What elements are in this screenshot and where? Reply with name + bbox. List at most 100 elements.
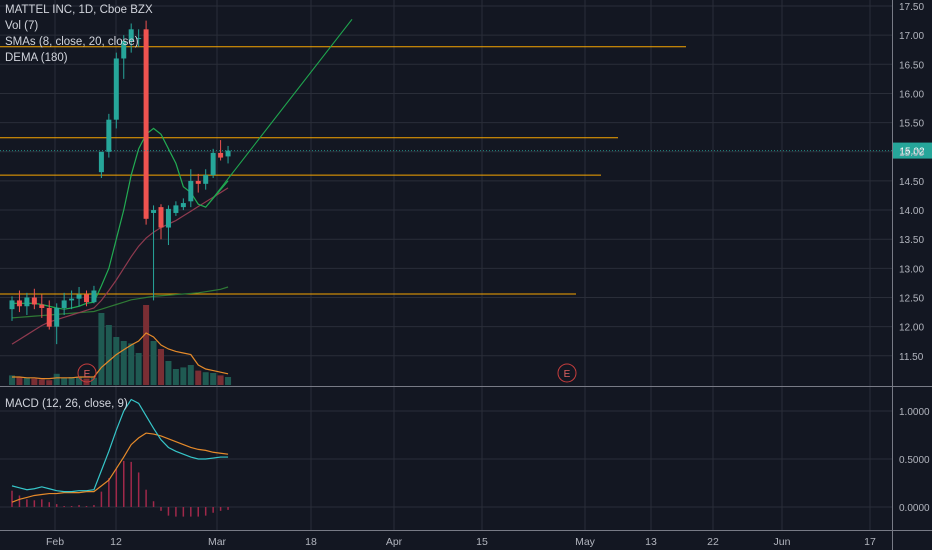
candle-body xyxy=(46,307,52,327)
price-tick-label: 15.50 xyxy=(899,119,924,130)
price-tick-label: 13.00 xyxy=(899,264,924,275)
macd-histogram-bar xyxy=(123,460,125,507)
macd-tick-label: 0.5000 xyxy=(899,455,930,466)
sma-legend: SMAs (8, close, 20, close) xyxy=(5,36,139,48)
volume-bar xyxy=(76,377,83,385)
volume-bar xyxy=(187,365,194,385)
macd-histogram-bar xyxy=(137,472,140,507)
volume-bar xyxy=(172,369,179,385)
time-tick-label: Feb xyxy=(46,536,64,548)
candle-body xyxy=(39,304,45,308)
volume-bar xyxy=(113,337,120,385)
macd-histogram-bar xyxy=(182,507,185,517)
macd-histogram-bar xyxy=(197,507,199,517)
volume-bar xyxy=(53,373,60,385)
macd-histogram-bar xyxy=(145,489,147,507)
candle-body xyxy=(31,297,37,305)
macd-histogram-bar xyxy=(100,491,103,507)
macd-histogram-bar xyxy=(55,504,58,507)
time-tick-label: 22 xyxy=(707,536,719,548)
volume-bar xyxy=(180,367,187,385)
macd-histogram-bar xyxy=(78,505,80,507)
macd-tick-label: 1.0000 xyxy=(899,407,930,418)
candle-body xyxy=(24,297,30,307)
time-tick-label: 17 xyxy=(864,536,876,548)
macd-tick-label: 0.0000 xyxy=(899,503,930,514)
time-tick-label: 12 xyxy=(110,536,122,548)
time-tick-label: Jun xyxy=(774,536,791,548)
volume-bar xyxy=(120,341,127,385)
candle-body xyxy=(180,203,186,208)
volume-bar xyxy=(128,343,135,385)
candle-body xyxy=(218,152,224,158)
macd-histogram-bar xyxy=(115,468,118,507)
candle-body xyxy=(136,38,142,40)
macd-histogram-bar xyxy=(130,461,132,507)
dema-legend: DEMA (180) xyxy=(5,52,68,64)
price-tick-label: 12.50 xyxy=(899,294,924,305)
candle-body xyxy=(54,307,60,327)
candle-body xyxy=(84,294,89,303)
candle-body xyxy=(121,40,127,59)
volume-bar xyxy=(150,341,157,385)
volume-bar xyxy=(31,378,38,385)
earnings-marker-label: E xyxy=(84,369,91,380)
time-tick-label: Apr xyxy=(386,536,403,548)
candle-body xyxy=(143,29,149,219)
macd-histogram-bar xyxy=(108,478,110,507)
volume-bar xyxy=(98,313,105,385)
macd-histogram-bar xyxy=(85,506,88,508)
volume-bar xyxy=(195,370,202,385)
candle-body xyxy=(158,207,164,228)
price-tick-label: 12.00 xyxy=(899,323,924,334)
sma-fast-line xyxy=(12,127,229,310)
macd-title: MACD (12, 26, close, 9) xyxy=(5,398,128,410)
macd-histogram-bar xyxy=(160,507,162,511)
price-tick-label: 14.50 xyxy=(899,177,924,188)
candle-body xyxy=(188,180,194,202)
macd-histogram-bar xyxy=(93,505,95,507)
macd-signal-line xyxy=(11,432,229,503)
macd-histogram-bar xyxy=(11,490,13,507)
macd-histogram-bar xyxy=(63,506,65,508)
volume-bar xyxy=(105,325,112,385)
macd-histogram-bar xyxy=(227,507,229,510)
macd-histogram-bar xyxy=(212,507,214,513)
candle-body xyxy=(106,119,112,152)
time-tick-label: 13 xyxy=(645,536,657,548)
time-tick-label: May xyxy=(575,536,596,548)
volume-bar xyxy=(217,375,224,385)
earnings-marker-label: E xyxy=(564,369,571,380)
candle-body xyxy=(165,208,171,228)
macd-legend: MACD (12, 26, close, 9) xyxy=(5,396,128,412)
price-tick-label: 13.50 xyxy=(899,235,924,246)
volume-bar xyxy=(9,375,15,385)
macd-histogram-bar xyxy=(167,507,170,516)
volume-bar xyxy=(90,377,97,385)
trendline xyxy=(207,18,353,205)
time-tick-label: 15 xyxy=(476,536,488,548)
candle-body xyxy=(98,151,104,173)
macd-histogram-bar xyxy=(18,495,21,507)
volume-bar xyxy=(225,377,232,385)
volume-bar xyxy=(61,377,68,385)
candle-body xyxy=(9,300,15,310)
current-price-label: 15.02 xyxy=(899,147,924,158)
volume-legend: Vol (7) xyxy=(5,20,39,32)
candle-body xyxy=(151,210,157,213)
macd-histogram-bar xyxy=(26,499,28,507)
macd-histogram-bar xyxy=(175,507,177,517)
candle-body xyxy=(113,58,119,120)
candle-body xyxy=(225,150,231,157)
macd-histogram-bar xyxy=(41,499,43,507)
volume-bar xyxy=(210,373,217,385)
macd-line xyxy=(11,398,229,493)
volume-bar xyxy=(16,377,23,385)
volume-bar xyxy=(165,361,172,385)
price-tick-label: 14.00 xyxy=(899,206,924,217)
price-tick-label: 17.50 xyxy=(899,2,924,13)
candle-body xyxy=(128,29,134,41)
main-legend: MATTEL INC, 1D, Cboe BZX Vol (7) SMAs (8… xyxy=(5,2,153,66)
volume-bar xyxy=(68,377,75,385)
